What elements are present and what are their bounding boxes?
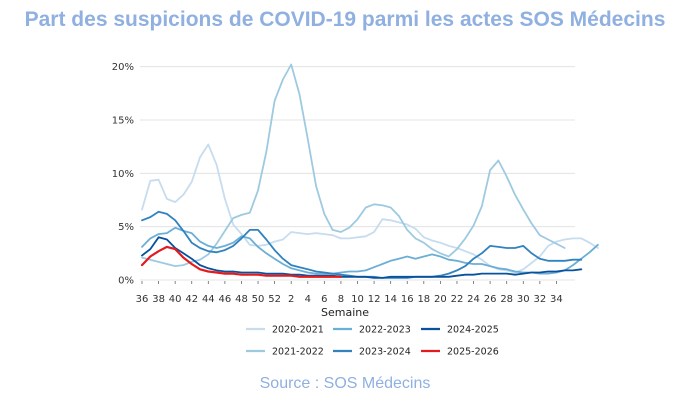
x-tick-label: 42 (185, 294, 198, 305)
x-tick-label: 34 (550, 294, 563, 305)
legend: 2020-2021 2021-2022 2022-2023 2023-2024 2024… (246, 325, 499, 358)
x-tick-label: 50 (252, 294, 265, 305)
series-line-2022-2023 (141, 226, 599, 275)
x-tick-label: 18 (417, 294, 430, 305)
legend-label-2023-2024: 2023-2024 (359, 347, 411, 358)
legend-label-2024-2025: 2024-2025 (447, 325, 499, 336)
chart-title: Part des suspicions de COVID-19 parmi le… (24, 8, 666, 31)
y-tick-label: 15% (112, 116, 134, 127)
source-caption: Source : SOS Médecins (259, 375, 431, 392)
series-line-2025-2026 (140, 245, 342, 278)
x-tick-label: 12 (368, 294, 381, 305)
x-tick-label: 40 (169, 294, 182, 305)
series-line-2024-2025 (141, 236, 583, 279)
y-tick-label: 5% (118, 222, 134, 233)
x-tick-label: 4 (305, 294, 311, 305)
legend-label-2025-2026: 2025-2026 (447, 347, 499, 358)
x-tick-label: 44 (202, 294, 215, 305)
x-tick-label: 32 (533, 294, 546, 305)
legend-label-2020-2021: 2020-2021 (272, 325, 324, 336)
x-tick-label: 46 (219, 294, 232, 305)
x-axis-label: Semaine (321, 306, 369, 319)
x-tick-label: 6 (321, 294, 327, 305)
x-tick-label: 30 (517, 294, 530, 305)
series-line-2021-2022 (141, 63, 566, 268)
x-tick-label: 20 (434, 294, 447, 305)
x-tick-label: 38 (152, 294, 165, 305)
series-line-2020-2021 (141, 143, 599, 274)
series-lines (140, 63, 599, 279)
x-tick-label: 28 (500, 294, 513, 305)
legend-label-2022-2023: 2022-2023 (359, 325, 411, 336)
x-tick-label: 48 (235, 294, 248, 305)
x-tick-label: 36 (136, 294, 149, 305)
x-tick-label: 2 (288, 294, 294, 305)
gridlines (140, 66, 575, 281)
x-tick-label: 8 (338, 294, 344, 305)
legend-label-2021-2022: 2021-2022 (272, 347, 324, 358)
x-tick-label: 10 (351, 294, 364, 305)
x-tick-label: 14 (384, 294, 397, 305)
axes: 0%5%10%15%20%36 38 40 42 44 46 48 50 52 2 4 6 8 10 12 1… (112, 62, 563, 319)
y-tick-label: 20% (112, 62, 134, 73)
x-tick-label: 16 (401, 294, 414, 305)
x-tick-label: 26 (484, 294, 497, 305)
y-tick-label: 10% (112, 169, 134, 180)
x-tick-label: 24 (467, 294, 480, 305)
x-tick-label: 22 (451, 294, 464, 305)
y-tick-label: 0% (118, 276, 134, 287)
x-tick-label: 52 (268, 294, 281, 305)
